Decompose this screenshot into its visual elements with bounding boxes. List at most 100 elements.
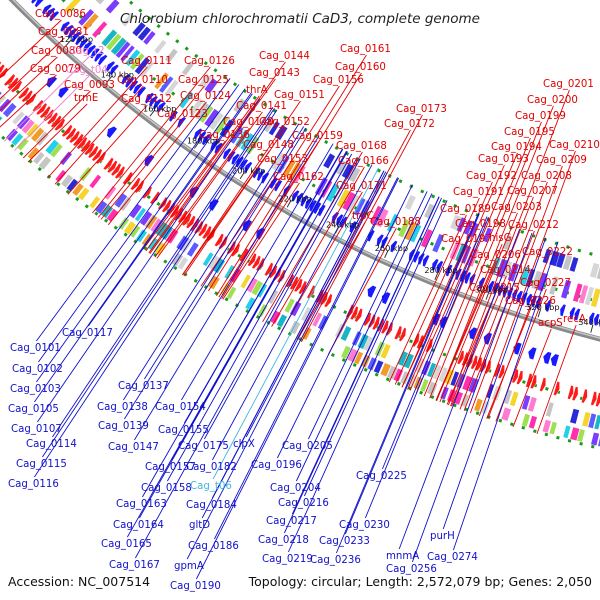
- reverse-leader-line: [335, 213, 479, 554]
- reverse-leader-line: [34, 109, 278, 478]
- tick-mark: [537, 309, 541, 318]
- reverse-cds-arrow: [201, 133, 211, 146]
- forward-cog-block: [450, 371, 460, 386]
- forward-leader-line: [394, 197, 480, 385]
- forward-cds-arrow: [0, 63, 6, 74]
- forward-gene-label: acpS: [538, 318, 563, 329]
- forward-leader-line: [156, 111, 263, 259]
- forward-cog-block: [256, 283, 268, 298]
- inner-cog-block: [143, 31, 156, 45]
- inner-cog-block: [132, 22, 146, 37]
- forward-cds-arrow: [83, 142, 96, 156]
- tick-mark: [590, 324, 594, 333]
- forward-gene-label: Cag_0189: [440, 204, 491, 215]
- forward-cds-arrow: [456, 350, 465, 365]
- forward-gene-label: Cag_0110: [117, 75, 168, 86]
- reverse-gene-label: Cag_0154: [155, 402, 206, 413]
- outer-cog-block: [245, 297, 256, 310]
- reverse-gene-label: Cag_0167: [109, 560, 160, 571]
- reverse-cog-block: [199, 105, 214, 123]
- forward-cog-block: [224, 265, 235, 280]
- reverse-cog-block: [584, 286, 594, 306]
- forward-leader-line: [487, 257, 549, 419]
- forward-gene-label: Cag_0166: [338, 156, 389, 167]
- reverse-cog-block: [164, 79, 179, 97]
- reverse-gene-label: Cag_0230: [339, 520, 390, 531]
- forward-gene-label: Cag_0195: [504, 127, 555, 138]
- forward-leader-line: [435, 260, 497, 401]
- reverse-leader-line: [283, 196, 440, 534]
- forward-leader-line: [459, 181, 548, 410]
- forward-gene-label: Cag_t04: [66, 65, 108, 76]
- tick-label: 140 kbp: [101, 70, 134, 80]
- outer-cog-block: [6, 128, 18, 142]
- tick-mark: [485, 291, 490, 300]
- forward-leader-line: [216, 54, 367, 296]
- reverse-cds-arrow: [30, 0, 37, 5]
- gene-labels: Cag_0086 Cag_0081 Cag_0080 Cag_0079 Cag_r2 Ca…: [8, 9, 600, 592]
- inner-cog-block: [502, 235, 513, 251]
- forward-leader-line: [327, 227, 397, 356]
- forward-leader-line: [97, 85, 205, 218]
- reverse-leader-line: [42, 108, 275, 458]
- forward-cog-block: [284, 298, 295, 313]
- forward-gene-label: Cag_0080: [31, 46, 82, 57]
- reverse-cds-arrow: [67, 27, 78, 39]
- reverse-cds-arrow: [193, 128, 203, 140]
- reverse-cds-arrow: [34, 0, 45, 8]
- reverse-cog-block: [204, 108, 220, 127]
- reverse-gene-label: gpmA: [174, 561, 204, 572]
- forward-cog-block: [521, 395, 531, 410]
- outer-cog-block: [549, 421, 557, 435]
- forward-cog-block: [582, 411, 591, 427]
- inner-cog-block: [562, 255, 573, 270]
- tick-label: 240 kbp: [326, 219, 359, 229]
- reverse-leader-line: [276, 184, 413, 459]
- forward-gene-label: Cag_0206: [470, 250, 521, 261]
- inner-cog-block: [463, 220, 474, 235]
- reverse-cog-block: [159, 76, 174, 93]
- inner-cog-block: [341, 163, 355, 179]
- tick-mark: [149, 109, 156, 117]
- forward-cog-block: [588, 413, 597, 429]
- reverse-leader-line: [307, 191, 428, 440]
- reverse-gene-label: Cag_0155: [158, 425, 209, 436]
- forward-cds-arrow: [276, 269, 287, 284]
- reverse-leader-line: [295, 193, 433, 482]
- reverse-cds-arrow: [256, 169, 266, 182]
- forward-cog-block: [140, 211, 153, 226]
- forward-gene-label: Cag_0160: [335, 62, 386, 73]
- forward-cog-block: [208, 255, 221, 271]
- backbone-tick-labels: 120 kbp 140 kbp 160 kbp 180 kbp 200 kbp 220 k…: [60, 34, 600, 333]
- reverse-cog-block: [92, 21, 108, 38]
- forward-cds-arrow: [35, 102, 48, 116]
- forward-cds-arrow: [10, 80, 23, 93]
- reverse-cds-arrow: [132, 83, 143, 95]
- reverse-cog-block: [179, 91, 194, 109]
- inner-cog-block: [348, 166, 361, 183]
- reverse-cog-block: [229, 126, 244, 144]
- forward-leader-line: [0, 19, 62, 79]
- forward-cog-block: [50, 143, 63, 158]
- forward-cog-block: [301, 306, 311, 322]
- reverse-cds-arrow: [526, 293, 533, 307]
- reverse-gene-label: Cag_0225: [356, 471, 407, 482]
- forward-gene-label: Cag_0212: [508, 220, 559, 231]
- reverse-cog-block: [590, 288, 600, 308]
- reverse-cds-arrow-outer: [542, 351, 552, 365]
- track-guide-ring: [61, 0, 600, 304]
- outer-cog-block: [373, 360, 384, 374]
- forward-leader-line: [447, 89, 570, 406]
- reverse-leader-line: [181, 143, 334, 401]
- forward-gene-label: Cag_0203: [491, 202, 542, 213]
- forward-cog-block: [462, 375, 473, 391]
- forward-cog-block: [438, 367, 448, 382]
- outer-cog-block: [570, 427, 580, 441]
- reverse-cog-block: [110, 37, 127, 55]
- tick-label: 220 kbp: [278, 193, 311, 203]
- forward-leader-line: [409, 229, 482, 391]
- forward-leader-line: [435, 243, 503, 401]
- forward-gene-label: Cag_0171: [336, 181, 387, 192]
- outer-cog-block: [380, 363, 391, 377]
- forward-leader-line: [182, 150, 270, 276]
